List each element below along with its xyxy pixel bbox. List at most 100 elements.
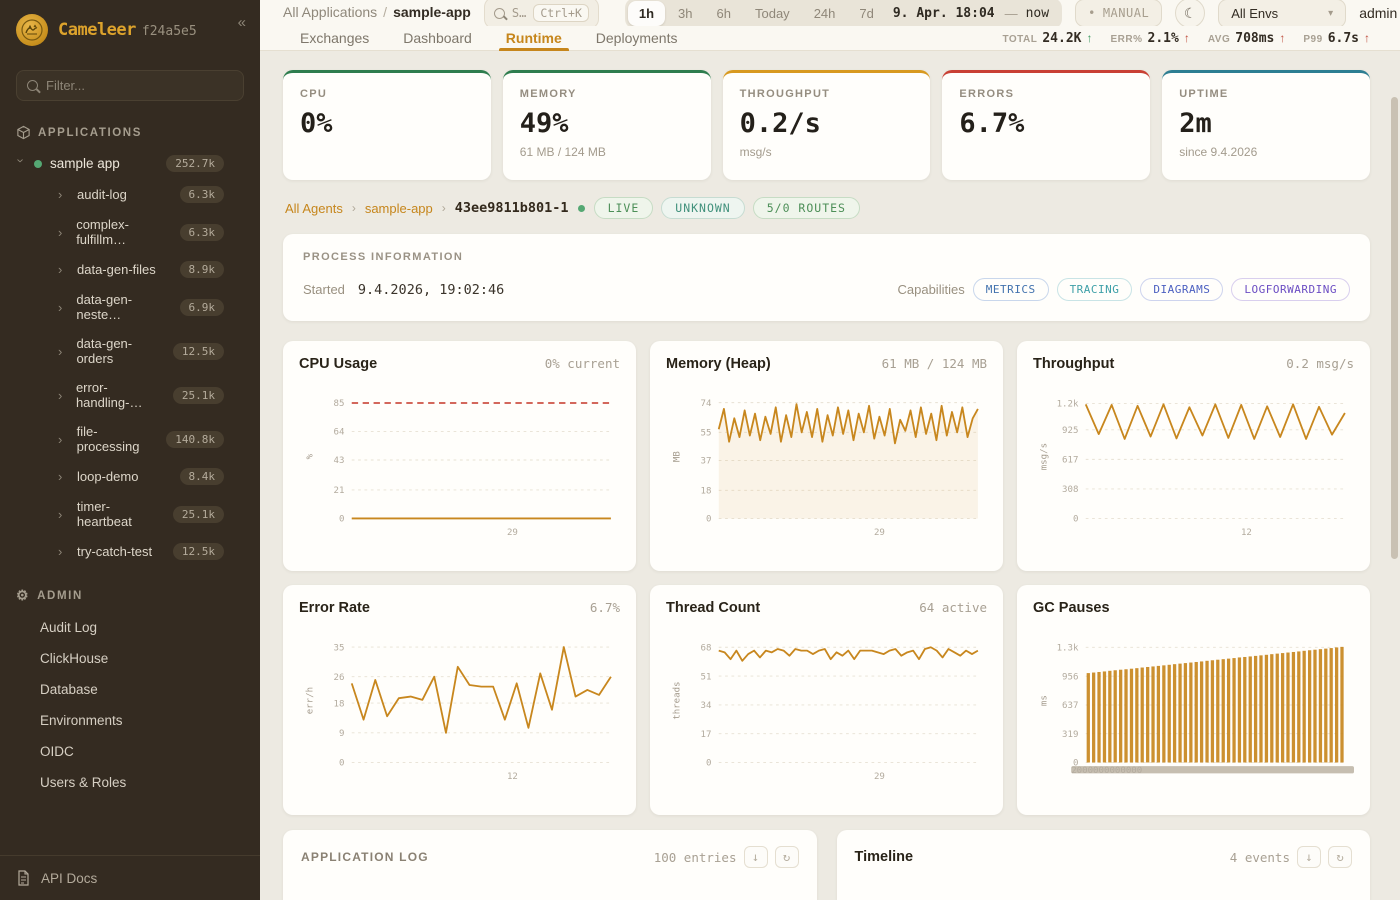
user-menu[interactable]: admin [1359,5,1398,22]
capability-metrics: METRICS [972,278,1049,301]
trend-arrow-icon: ↑ [1279,30,1286,45]
svg-text:18: 18 [701,486,712,496]
route-label: file-processing [76,424,140,454]
svg-text:18: 18 [334,699,345,709]
chart-card-thread-count: Thread Count 64 active 68 51 34 17 0 threads 29 [650,585,1003,815]
agent-link-sample-app[interactable]: sample-app [364,200,433,216]
sidebar-route-try-catch-test[interactable]: › try-catch-test 12.5k [0,536,260,567]
sidebar-route-complex-fulfillm[interactable]: › complex-fulfillm… 6.3k [0,210,260,254]
global-search-button[interactable]: S… Ctrl+K [483,0,599,27]
svg-text:0: 0 [1073,515,1078,525]
svg-text:617: 617 [1062,456,1078,466]
chart-current-value: 64 active [919,600,987,615]
range-today[interactable]: Today [754,5,790,21]
admin-item-clickhouse[interactable]: ClickHouse [40,651,109,666]
range-to[interactable]: now [1025,5,1050,21]
route-count-badge: 12.5k [172,342,224,360]
metric-label: THROUGHPUT [739,88,831,100]
chevron-right-icon: › [58,387,63,403]
stat-value: 6.7s [1327,30,1359,46]
status-pill-unknown: UNKNOWN [661,197,745,219]
sidebar-route-timer-heartbeat[interactable]: › timer-heartbeat 25.1k [0,492,260,536]
svg-text:319: 319 [1062,730,1078,740]
range-1h[interactable]: 1h [627,0,666,26]
range-24h[interactable]: 24h [813,5,836,21]
tab-dashboard[interactable]: Dashboard [403,30,472,47]
chart-plot: 85 64 43 21 0% 29 [306,399,611,538]
chart-title: Error Rate [299,600,370,616]
app-count-badge: 252.7k [166,155,224,172]
metric-value: 6.7% [959,108,1025,139]
chart-title: Throughput [1033,356,1115,372]
svg-text:0: 0 [1073,759,1078,769]
route-label: complex-fulfillm… [76,217,129,247]
stat-err: ERR% 2.1% ↑ [1110,31,1189,46]
admin-item-audit-log[interactable]: Audit Log [40,620,98,635]
sidebar-route-data-gen-files[interactable]: › data-gen-files 8.9k [0,254,260,285]
chart-card-cpu-usage: CPU Usage 0% current 85 64 43 21 0% 29 [283,341,636,571]
time-range-options: 1h 3h 6h Today 24h 7d [627,0,885,26]
range-from[interactable]: 9. Apr. 18:04 [892,5,995,21]
breadcrumb-all-applications[interactable]: All Applications [283,4,378,21]
charts-grid: CPU Usage 0% current 85 64 43 21 0% 29 Memory (H… [283,341,1370,815]
admin-item-environments[interactable]: Environments [40,713,123,728]
manual-refresh-button[interactable]: • MANUAL [1075,0,1163,27]
metric-card-errors: ERRORS 6.7% [942,70,1151,180]
agent-link-all-agents[interactable]: All Agents [285,200,343,216]
metric-label: CPU [300,88,328,100]
started-value: 9.4.2026, 19:02:46 [357,281,505,298]
vertical-scrollbar[interactable] [1391,97,1398,559]
route-count-badge: 6.9k [179,298,224,316]
sidebar-route-data-gen-orders[interactable]: › data-gen-orders 12.5k [0,329,260,373]
tab-exchanges[interactable]: Exchanges [300,30,370,47]
admin-item-oidc[interactable]: OIDC [40,744,74,759]
svg-text:34: 34 [701,701,712,711]
trend-arrow-icon: ↑ [1086,30,1093,45]
svg-text:%: % [306,453,316,459]
sidebar-route-error-handling-[interactable]: › error-handling-… 25.1k [0,373,260,417]
chevron-right-icon: › [58,431,63,447]
sidebar-route-data-gen-neste[interactable]: › data-gen-neste… 6.9k [0,285,260,329]
svg-text:msg/s: msg/s [1040,443,1050,470]
dark-mode-toggle[interactable]: ☾ [1175,0,1206,27]
sidebar: Cameleer f24a5e5 « Filter... APPLICATIONS… [0,0,260,900]
sidebar-route-audit-log[interactable]: › audit-log 6.3k [0,179,260,210]
tab-runtime[interactable]: Runtime [489,26,579,51]
chevron-down-icon[interactable]: › [13,158,29,163]
route-count-badge: 8.9k [179,261,224,278]
environment-select[interactable]: All Envs ▾ [1218,0,1347,27]
svg-text:9: 9 [339,729,344,739]
refresh-button[interactable]: ↻ [774,846,799,868]
sidebar-filter-input[interactable]: Filter... [16,70,244,101]
sidebar-route-file-processing[interactable]: › file-processing 140.8k [0,417,260,461]
caret-down-icon: ▾ [1328,7,1334,19]
svg-text:26: 26 [334,673,345,683]
refresh-button[interactable]: ↻ [1328,846,1352,868]
sidebar-route-loop-demo[interactable]: › loop-demo 8.4k [0,461,260,492]
range-3h[interactable]: 3h [678,5,693,21]
chart-title: Memory (Heap) [666,356,771,372]
download-button[interactable]: ↓ [743,846,768,868]
svg-text:29: 29 [507,528,518,538]
stat-value: 24.2K [1042,30,1082,46]
route-label: data-gen-orders [76,336,133,366]
tab-deployments[interactable]: Deployments [595,30,678,47]
download-button[interactable]: ↓ [1297,846,1321,868]
svg-text:threads: threads [673,682,683,720]
range-6h[interactable]: 6h [716,5,731,21]
svg-text:74: 74 [701,399,712,409]
admin-item-database[interactable]: Database [40,682,98,697]
agent-id: 43ee9811b801-1 [454,200,569,216]
range-7d[interactable]: 7d [859,5,874,21]
sidebar-app-sample-app[interactable]: › sample app 252.7k [0,148,260,179]
breadcrumb: All Applications / sample-app [283,4,471,21]
sidebar-collapse-icon[interactable]: « [237,14,246,31]
document-icon [18,870,29,886]
admin-item-users---roles[interactable]: Users & Roles [40,775,127,790]
metric-value: 49% [519,108,569,139]
api-docs-link[interactable]: API Docs [0,855,260,900]
metric-label: UPTIME [1179,88,1229,100]
metric-label: ERRORS [959,88,1015,100]
svg-text:55: 55 [701,429,712,439]
svg-text:0: 0 [339,759,344,769]
